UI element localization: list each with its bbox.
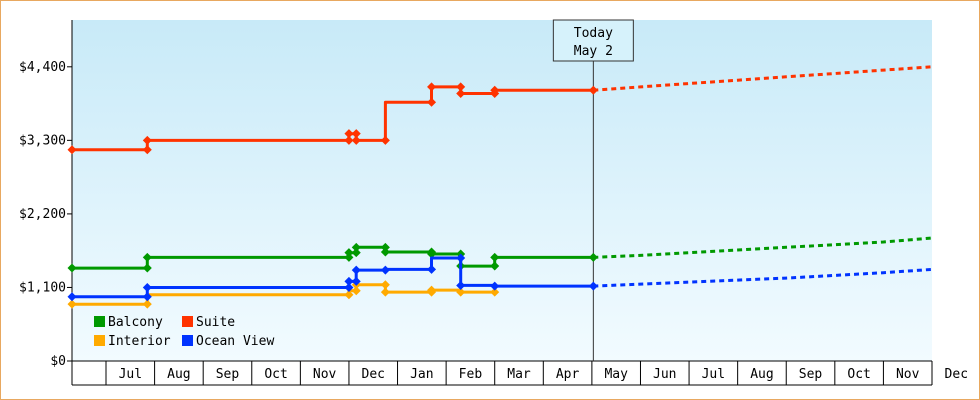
x-tick-label: Jul <box>702 367 725 382</box>
data-point-suite <box>142 135 152 145</box>
y-tick-label: $2,200 <box>19 207 66 222</box>
legend-swatch-balcony <box>94 316 105 327</box>
data-point-interior <box>490 287 500 297</box>
data-point-interior <box>351 286 361 296</box>
x-tick-label: Sep <box>216 367 240 382</box>
x-tick-label: Apr <box>556 367 580 382</box>
x-tick-label: May <box>604 367 628 382</box>
data-point-ocean-view <box>344 276 354 286</box>
data-point-interior <box>380 280 390 290</box>
data-point-suite <box>427 82 437 92</box>
today-label-line2: May 2 <box>574 44 613 59</box>
x-tick-label: Oct <box>264 367 287 382</box>
data-point-ocean-view <box>142 292 152 302</box>
legend-label: Suite <box>196 315 235 330</box>
data-point-interior <box>427 285 437 295</box>
x-tick-label: Dec <box>945 367 968 382</box>
data-point-ocean-view <box>380 265 390 275</box>
series-projection-balcony <box>593 236 933 259</box>
data-point-suite <box>456 89 466 99</box>
series-line-suite <box>72 85 594 152</box>
x-tick-label: Sep <box>799 367 823 382</box>
data-point-ocean-view <box>490 281 500 291</box>
data-point-balcony <box>351 248 361 258</box>
series-line-interior <box>72 283 495 306</box>
data-point-interior <box>380 287 390 297</box>
today-label-line1: Today <box>574 26 613 41</box>
legend-swatch-ocean-view <box>182 335 193 346</box>
data-point-suite <box>380 135 390 145</box>
y-tick-label: $1,100 <box>19 280 66 295</box>
data-point-balcony <box>427 249 437 259</box>
legend-label: Ocean View <box>196 334 274 349</box>
legend-label: Balcony <box>108 315 163 330</box>
data-point-ocean-view <box>456 280 466 290</box>
data-point-ocean-view <box>588 281 598 291</box>
series-projection-suite <box>593 65 933 92</box>
y-tick-label: $0 <box>50 354 66 369</box>
data-point-balcony <box>142 252 152 262</box>
data-point-suite <box>351 135 361 145</box>
data-point-balcony <box>490 261 500 271</box>
data-point-balcony <box>67 263 77 273</box>
data-point-interior <box>344 290 354 300</box>
data-point-balcony <box>351 242 361 252</box>
data-point-suite <box>490 85 500 95</box>
x-tick-label: Nov <box>313 367 337 382</box>
x-tick-label: Mar <box>507 367 531 382</box>
legend-swatch-suite <box>182 316 193 327</box>
x-tick-label: Jan <box>410 367 433 382</box>
x-tick-label: Aug <box>750 367 773 382</box>
legend-label: Interior <box>108 334 171 349</box>
data-point-suite <box>142 145 152 155</box>
series-projection-ocean-view <box>593 267 933 288</box>
x-tick-label: Jul <box>119 367 142 382</box>
data-point-suite <box>588 85 598 95</box>
data-point-ocean-view <box>351 276 361 286</box>
x-tick-label: Dec <box>362 367 385 382</box>
data-point-balcony <box>142 263 152 273</box>
data-point-suite <box>344 135 354 145</box>
data-point-ocean-view <box>67 292 77 302</box>
today-label-box <box>552 19 634 62</box>
data-point-suite <box>351 129 361 139</box>
data-point-interior <box>142 299 152 309</box>
x-tick-label: Aug <box>167 367 190 382</box>
data-point-balcony <box>380 242 390 252</box>
y-tick-label: $3,300 <box>19 133 66 148</box>
data-point-ocean-view <box>142 282 152 292</box>
data-point-ocean-view <box>351 265 361 275</box>
data-point-ocean-view <box>344 282 354 292</box>
data-point-suite <box>344 129 354 139</box>
x-tick-label: Nov <box>896 367 920 382</box>
y-tick-label: $4,400 <box>19 60 66 75</box>
data-point-suite <box>427 97 437 107</box>
data-point-ocean-view <box>456 253 466 263</box>
data-point-balcony <box>344 252 354 262</box>
data-point-interior <box>456 287 466 297</box>
x-tick-label: Oct <box>847 367 870 382</box>
legend-swatch-interior <box>94 335 105 346</box>
data-point-interior <box>67 299 77 309</box>
data-point-ocean-view <box>427 264 437 274</box>
data-point-suite <box>67 145 77 155</box>
data-point-suite <box>456 82 466 92</box>
data-point-balcony <box>588 252 598 262</box>
plot-background <box>72 20 932 361</box>
x-tick-label: Feb <box>459 367 483 382</box>
data-point-balcony <box>490 252 500 262</box>
x-tick-label: Jun <box>653 367 676 382</box>
data-point-balcony <box>344 248 354 258</box>
data-point-balcony <box>380 247 390 257</box>
